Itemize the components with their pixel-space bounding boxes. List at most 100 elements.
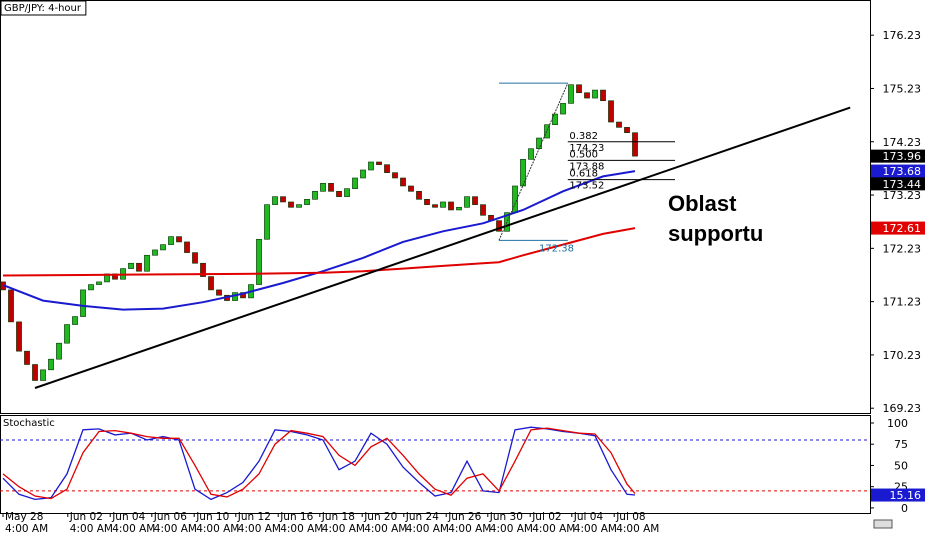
x-tick-label: Jun 24 xyxy=(405,511,439,523)
x-tick-time: 4:00 AM xyxy=(70,523,113,535)
candle xyxy=(472,196,478,205)
candle xyxy=(264,204,270,240)
fib-low-label: 172.38 xyxy=(539,243,574,254)
x-tick-label: Jun 30 xyxy=(489,511,523,523)
candle xyxy=(128,262,134,269)
candle xyxy=(144,254,150,272)
x-tick-time: 4:00 AM xyxy=(616,523,659,535)
candle xyxy=(480,204,486,216)
candle xyxy=(152,249,158,256)
candle xyxy=(296,204,302,208)
stochastic-line xyxy=(2,426,636,501)
fib-price: 173.88 xyxy=(569,161,604,172)
fib-diagonal xyxy=(498,82,569,241)
candle xyxy=(72,316,78,325)
candle xyxy=(256,238,262,285)
candle xyxy=(568,84,574,104)
candle xyxy=(408,185,414,192)
price-marker-label: 173.96 xyxy=(883,150,922,163)
candle xyxy=(168,236,174,245)
scroll-icon xyxy=(873,519,893,529)
candle xyxy=(176,236,182,243)
panel-title: Stochastic xyxy=(3,418,55,429)
y-tick-label: 172.23 xyxy=(883,242,922,255)
price-marker-bg xyxy=(871,164,925,178)
price-marker-bg xyxy=(871,488,925,502)
fib-ratio: 0.618 xyxy=(569,169,598,180)
candle xyxy=(600,89,606,102)
candle xyxy=(384,164,390,173)
candle xyxy=(96,281,102,285)
candle xyxy=(376,161,382,165)
x-tick-label: Jun 12 xyxy=(237,511,271,523)
x-tick-label: May 28 xyxy=(5,511,43,523)
price-marker-label: 173.44 xyxy=(883,178,922,191)
price-marker-bg xyxy=(871,221,925,235)
x-tick-label: Jun 26 xyxy=(447,511,481,523)
candle xyxy=(456,206,462,211)
y-tick-label: 175.23 xyxy=(883,82,922,95)
y-tick-label: 176.23 xyxy=(883,29,922,42)
candle xyxy=(328,183,334,192)
candle xyxy=(48,358,54,371)
annotation: Oblast xyxy=(668,191,737,216)
x-tick-label: Jun 10 xyxy=(195,511,229,523)
candle xyxy=(32,364,38,381)
x-tick-time: 4:00 AM xyxy=(448,523,491,535)
x-tick-time: 4:00 AM xyxy=(154,523,197,535)
candle xyxy=(424,199,430,205)
moving-average xyxy=(2,170,636,311)
x-tick-label: Jul 02 xyxy=(531,511,561,523)
x-tick-label: Jun 02 xyxy=(69,511,103,523)
x-tick-label: Jun 16 xyxy=(279,511,313,523)
moving-average xyxy=(2,227,636,277)
candle xyxy=(624,127,630,133)
candle xyxy=(632,132,638,157)
fib-price: 174.23 xyxy=(569,143,604,154)
x-tick-time: 4:00 AM xyxy=(364,523,407,535)
candle xyxy=(24,350,30,365)
y-tick-label: 169.23 xyxy=(883,402,922,415)
x-tick-time: 4:00 AM xyxy=(532,523,575,535)
price-marker-label: 173.68 xyxy=(883,165,922,178)
candle xyxy=(528,148,534,160)
price-marker-bg xyxy=(871,177,925,191)
candle xyxy=(336,191,342,197)
y-tick-label: 100 xyxy=(887,417,908,430)
x-tick-time: 4:00 AM xyxy=(196,523,239,535)
fib-ratio: 0.500 xyxy=(569,149,598,160)
candle xyxy=(392,172,398,179)
candle xyxy=(40,369,46,381)
candle xyxy=(584,92,590,99)
candle xyxy=(200,262,206,277)
trendline xyxy=(34,106,851,389)
y-tick-label: 50 xyxy=(894,459,908,472)
candle xyxy=(616,121,622,128)
candle xyxy=(312,191,318,200)
candle xyxy=(344,188,350,197)
candle xyxy=(440,201,446,208)
y-tick-label: 171.23 xyxy=(883,296,922,309)
candle xyxy=(360,169,366,179)
title-box xyxy=(0,0,87,16)
candle xyxy=(304,199,310,205)
candle xyxy=(272,196,278,205)
stochastic-panel xyxy=(0,415,871,514)
candle xyxy=(320,183,326,192)
x-tick-label: Jun 18 xyxy=(321,511,355,523)
candle xyxy=(400,177,406,187)
x-tick-time: 4:00 AM xyxy=(490,523,533,535)
candle xyxy=(544,124,550,139)
candle xyxy=(240,292,246,299)
x-tick-time: 4:00 AM xyxy=(322,523,365,535)
candle xyxy=(288,201,294,208)
candle xyxy=(16,321,22,352)
candle xyxy=(464,196,470,208)
x-tick-label: Jun 20 xyxy=(363,511,397,523)
x-tick-label: Jun 04 xyxy=(111,511,145,523)
x-tick-time: 4:00 AM xyxy=(406,523,449,535)
fib-ratio: 0.382 xyxy=(569,131,598,142)
candle xyxy=(64,324,70,344)
candle xyxy=(280,196,286,203)
